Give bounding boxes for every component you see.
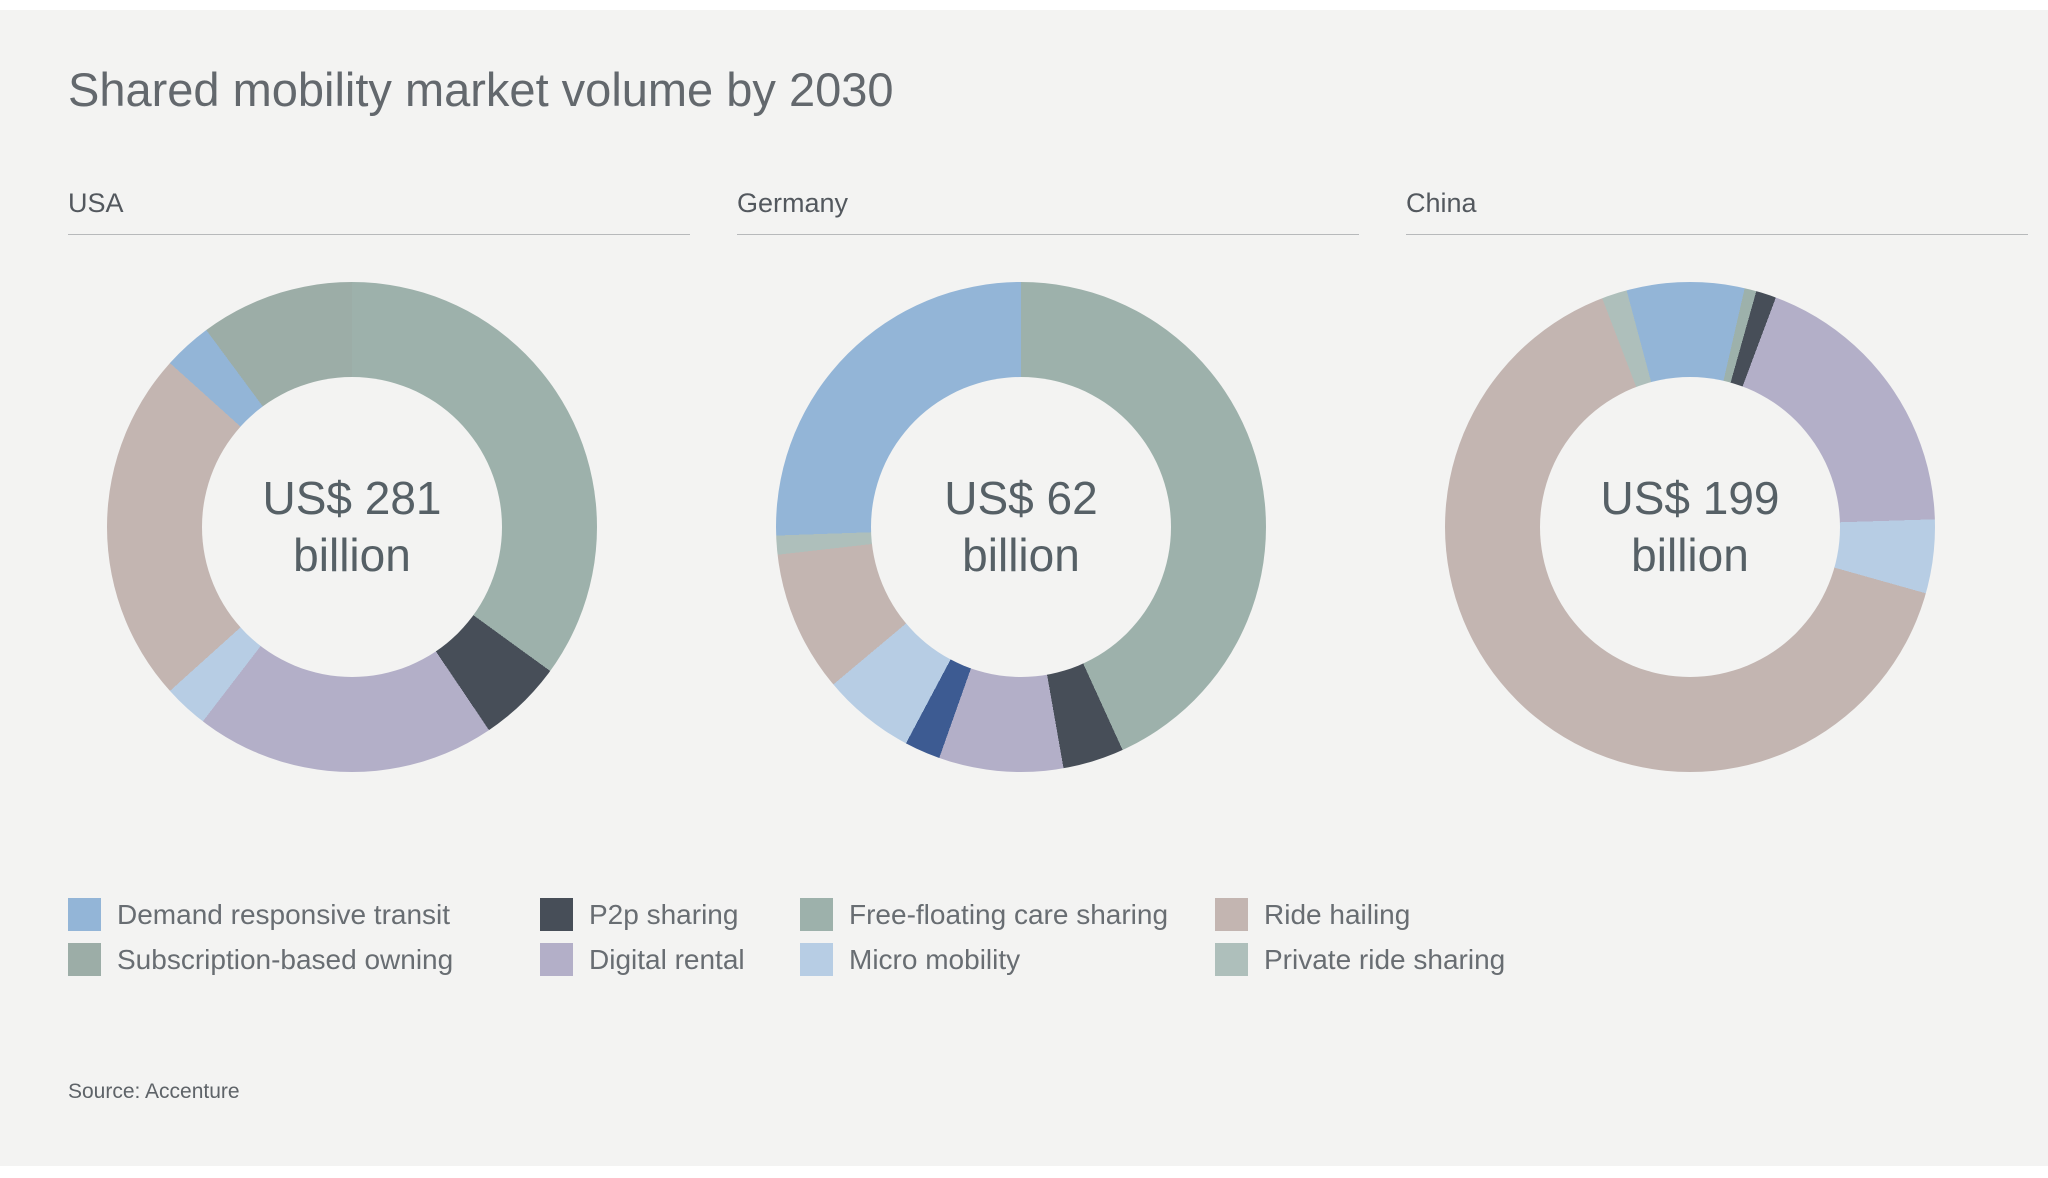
legend-column: P2p sharing Digital rental <box>540 898 745 988</box>
legend-column: Demand responsive transit Subscription-b… <box>68 898 453 988</box>
legend-item-micro-mobility: Micro mobility <box>800 943 1168 976</box>
chart-column-usa: USA US$ 281 billion <box>68 188 690 888</box>
donut-chart-china: US$ 199 billion <box>1445 282 1935 772</box>
legend-label: Demand responsive transit <box>117 898 451 930</box>
legend-label: Micro mobility <box>849 943 1021 975</box>
legend-label: Digital rental <box>589 943 745 975</box>
legend-label: Subscription-based owning <box>117 943 454 975</box>
donut-value-line2: billion <box>293 529 411 581</box>
donut-chart-usa: US$ 281 billion <box>107 282 597 772</box>
legend-swatch-free-floating-care-sharing <box>800 898 833 931</box>
legend-swatch-digital-rental <box>540 943 573 976</box>
legend-label: Free-floating care sharing <box>849 898 1169 930</box>
donut-center-germany: US$ 62 billion <box>871 377 1171 677</box>
legend: Demand responsive transit Subscription-b… <box>0 898 2048 988</box>
page-title: Shared mobility market volume by 2030 <box>68 63 894 116</box>
legend-column: Ride hailing Private ride sharing <box>1215 898 1505 988</box>
donut-center-usa: US$ 281 billion <box>202 377 502 677</box>
legend-swatch-private-ride-sharing <box>1215 943 1248 976</box>
legend-swatch-subscription-based-owning <box>68 943 101 976</box>
country-underline <box>68 234 690 235</box>
country-underline <box>737 234 1359 235</box>
legend-item-digital-rental: Digital rental <box>540 943 745 976</box>
legend-swatch-ride-hailing <box>1215 898 1248 931</box>
donut-value-line1: US$ 199 <box>1600 472 1780 524</box>
legend-item-demand-responsive-transit: Demand responsive transit <box>68 898 453 931</box>
country-label-usa: USA <box>68 188 124 218</box>
legend-item-ride-hailing: Ride hailing <box>1215 898 1505 931</box>
donut-value-line2: billion <box>962 529 1080 581</box>
legend-item-free-floating-care-sharing: Free-floating care sharing <box>800 898 1168 931</box>
country-label-germany: Germany <box>737 188 849 218</box>
country-label-china: China <box>1406 188 1477 218</box>
country-underline <box>1406 234 2028 235</box>
legend-column: Free-floating care sharing Micro mobilit… <box>800 898 1168 988</box>
legend-label: Private ride sharing <box>1264 943 1506 975</box>
legend-item-private-ride-sharing: Private ride sharing <box>1215 943 1505 976</box>
legend-label: Ride hailing <box>1264 898 1411 930</box>
donut-center-china: US$ 199 billion <box>1540 377 1840 677</box>
source-attribution: Source: Accenture <box>68 1080 240 1103</box>
legend-swatch-micro-mobility <box>800 943 833 976</box>
donut-value-line2: billion <box>1631 529 1749 581</box>
chart-column-china: China US$ 199 billion <box>1406 188 2028 888</box>
donut-value-line1: US$ 62 <box>944 472 1098 524</box>
donut-value-line1: US$ 281 <box>262 472 442 524</box>
legend-swatch-p2p-sharing <box>540 898 573 931</box>
legend-item-p2p-sharing: P2p sharing <box>540 898 745 931</box>
legend-item-subscription-based-owning: Subscription-based owning <box>68 943 453 976</box>
legend-label: P2p sharing <box>589 898 739 930</box>
donut-chart-germany: US$ 62 billion <box>776 282 1266 772</box>
chart-column-germany: Germany US$ 62 billion <box>737 188 1359 888</box>
legend-swatch-demand-responsive-transit <box>68 898 101 931</box>
